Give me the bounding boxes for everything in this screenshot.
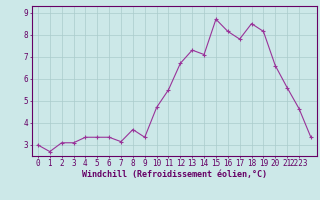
X-axis label: Windchill (Refroidissement éolien,°C): Windchill (Refroidissement éolien,°C) xyxy=(82,170,267,179)
